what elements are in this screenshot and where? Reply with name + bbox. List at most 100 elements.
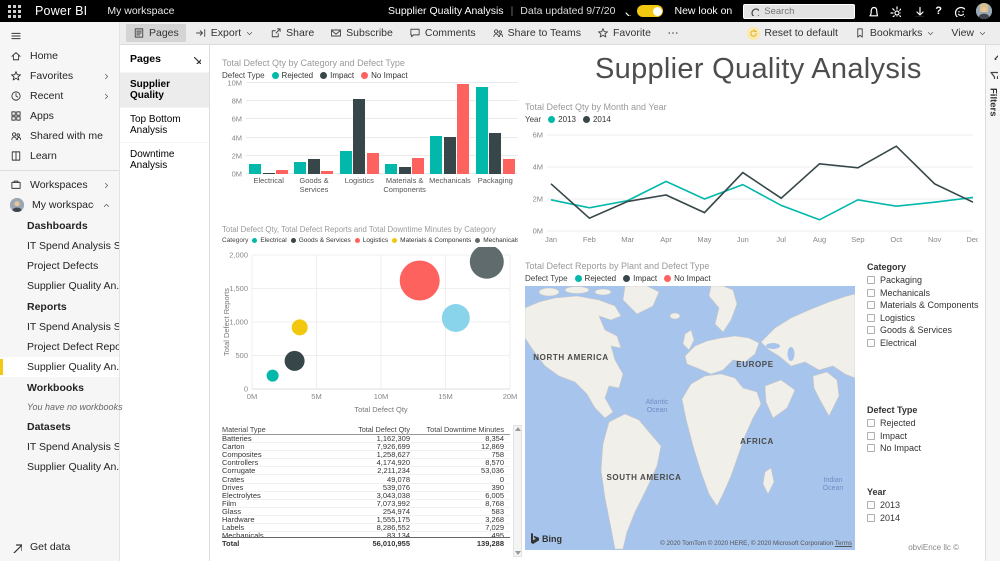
nav-entry-project-defect-report[interactable]: Project Defect Report — [27, 341, 119, 353]
scatter-chart-plot[interactable]: 0 500 1,000 1,500 2,000 0M 5M 10M 15M 20M Total De… — [222, 247, 518, 423]
filters-collapsed-pane[interactable]: Filters — [985, 45, 1000, 561]
legend-item-logistics[interactable]: Logistics — [354, 237, 388, 244]
checkbox-box[interactable] — [867, 419, 875, 427]
sidebar-item-recent[interactable]: Recent — [0, 86, 119, 106]
page-item-top-bottom-analysis[interactable]: Top Bottom Analysis — [120, 107, 209, 142]
checkbox-mechanicals[interactable]: Mechanicals — [867, 288, 982, 298]
notifications-icon[interactable] — [866, 5, 879, 17]
table-scrollbar[interactable] — [513, 425, 522, 557]
bubble-electrical[interactable] — [266, 369, 279, 382]
checkbox-2013[interactable]: 2013 — [867, 500, 982, 510]
legend-item-materials-components[interactable]: Materials & Components — [392, 237, 471, 244]
bar-goods-services-impact[interactable] — [307, 159, 320, 174]
legend-item-rejected[interactable]: Rejected — [574, 274, 616, 283]
page-item-supplier-quality[interactable]: Supplier Quality — [120, 72, 209, 107]
sidebar-item-learn[interactable]: Learn — [0, 146, 119, 166]
nav-entry-it-spend-analysis-s[interactable]: IT Spend Analysis S... — [27, 441, 119, 453]
workspace-switcher[interactable]: My workspace — [107, 5, 175, 17]
pages-button[interactable]: Pages — [126, 24, 186, 42]
checkbox-materials-components[interactable]: Materials & Components — [867, 300, 982, 310]
bubble-packaging[interactable] — [441, 304, 470, 332]
bar-mechanicals-no-impact[interactable] — [457, 84, 470, 174]
bar-materials-components-no-impact[interactable] — [412, 158, 425, 174]
line-series-2013[interactable] — [550, 180, 974, 221]
bar-logistics-rejected[interactable] — [339, 151, 352, 174]
settings-gear-icon[interactable] — [889, 5, 902, 17]
bubble-logistics[interactable] — [399, 260, 440, 301]
share-to-teams-button[interactable]: Share to Teams — [485, 24, 588, 42]
share-button[interactable]: Share — [263, 24, 321, 42]
chevron-down-icon[interactable] — [622, 7, 632, 16]
table-visual[interactable]: Material Type Total Defect Qty Total Downt… — [222, 425, 522, 557]
bubble-mechanicals[interactable] — [469, 247, 504, 279]
sidebar-item-workspaces[interactable]: Workspaces — [0, 175, 119, 195]
search-input[interactable] — [743, 3, 856, 19]
bar-packaging-impact[interactable] — [489, 133, 502, 174]
legend-item-no-impact[interactable]: No Impact — [664, 274, 711, 283]
nav-entry-supplier-quality-an[interactable]: Supplier Quality An... — [27, 461, 119, 473]
checkbox-goods-services[interactable]: Goods & Services — [867, 325, 982, 335]
checkbox-electrical[interactable]: Electrical — [867, 338, 982, 348]
bar-mechanicals-rejected[interactable] — [430, 136, 443, 174]
nav-collapse-button[interactable] — [0, 26, 119, 46]
table-body[interactable]: Batteries 1,162,309 8,354 Carton 7,926,699 12… — [222, 435, 510, 537]
checkbox-box[interactable] — [867, 431, 875, 440]
download-icon[interactable] — [912, 5, 925, 17]
legend-item-impact[interactable]: Impact — [320, 71, 354, 80]
get-data-button[interactable]: Get data — [10, 541, 70, 553]
close-icon[interactable] — [191, 54, 201, 64]
checkbox-logistics[interactable]: Logistics — [867, 313, 982, 323]
sidebar-item-home[interactable]: Home — [0, 46, 119, 66]
bar-packaging-no-impact[interactable] — [502, 159, 515, 174]
legend-item-2013[interactable]: 2013 — [548, 115, 576, 124]
checkbox-2014[interactable]: 2014 — [867, 513, 982, 523]
bubble-goods-services[interactable] — [284, 350, 305, 371]
scroll-down-icon[interactable] — [514, 551, 521, 555]
line-series-2014[interactable] — [550, 145, 974, 220]
bar-logistics-impact[interactable] — [353, 99, 366, 174]
checkbox-box[interactable] — [867, 276, 875, 284]
feedback-smiley-icon[interactable] — [953, 5, 965, 17]
comments-button[interactable]: Comments — [402, 24, 483, 42]
checkbox-rejected[interactable]: Rejected — [867, 418, 982, 428]
nav-entry-supplier-quality-an[interactable]: Supplier Quality An... — [0, 357, 119, 377]
sidebar-item-apps[interactable]: Apps — [0, 106, 119, 126]
bubble-materials-components[interactable] — [291, 319, 308, 336]
bar-electrical-rejected[interactable] — [249, 164, 262, 174]
legend-item-electrical[interactable]: Electrical — [252, 237, 287, 244]
view-button[interactable]: View — [944, 24, 994, 42]
bar-chart-visual[interactable]: Total Defect Qty by Category and Defect … — [222, 58, 518, 194]
bar-goods-services-no-impact[interactable] — [321, 171, 334, 174]
subscribe-button[interactable]: Subscribe — [323, 24, 400, 42]
checkbox-box[interactable] — [867, 326, 875, 334]
checkbox-box[interactable] — [867, 444, 875, 452]
user-avatar[interactable] — [976, 3, 992, 19]
checkbox-packaging[interactable]: Packaging — [867, 275, 982, 285]
bar-goods-services-rejected[interactable] — [294, 162, 307, 174]
nav-entry-project-defects[interactable]: Project Defects — [27, 260, 99, 272]
more-options-button[interactable] — [660, 24, 686, 42]
checkbox-box[interactable] — [867, 288, 875, 297]
legend-item-2014[interactable]: 2014 — [582, 115, 611, 124]
legend-item-rejected[interactable]: Rejected — [271, 71, 313, 80]
bar-materials-components-impact[interactable] — [398, 167, 411, 174]
checkbox-box[interactable] — [867, 301, 875, 309]
legend-item-impact[interactable]: Impact — [623, 274, 657, 283]
new-look-toggle[interactable] — [637, 5, 664, 17]
checkbox-box[interactable] — [867, 501, 875, 509]
scroll-up-icon[interactable] — [514, 427, 521, 431]
sidebar-item-favorites[interactable]: Favorites — [0, 66, 119, 86]
table-header[interactable]: Material Type Total Defect Qty Total Downt… — [222, 425, 510, 435]
legend-item-no-impact[interactable]: No Impact — [361, 71, 408, 80]
expand-filters-icon[interactable] — [989, 51, 998, 60]
checkbox-box[interactable] — [867, 313, 875, 322]
world-map[interactable]: NORTH AMERICA EUROPE AFRICA SOUTH AMERIC… — [525, 286, 855, 550]
page-item-downtime-analysis[interactable]: Downtime Analysis — [120, 142, 209, 177]
checkbox-no-impact[interactable]: No Impact — [867, 443, 982, 453]
help-icon[interactable]: ? — [935, 5, 942, 17]
export-button[interactable]: Export — [188, 24, 261, 42]
nav-entry-supplier-quality-an[interactable]: Supplier Quality An... — [27, 280, 119, 292]
bar-materials-components-rejected[interactable] — [385, 164, 398, 174]
bing-logo[interactable]: Bing — [531, 533, 562, 544]
sidebar-item-shared-with-me[interactable]: Shared with me — [0, 126, 119, 146]
